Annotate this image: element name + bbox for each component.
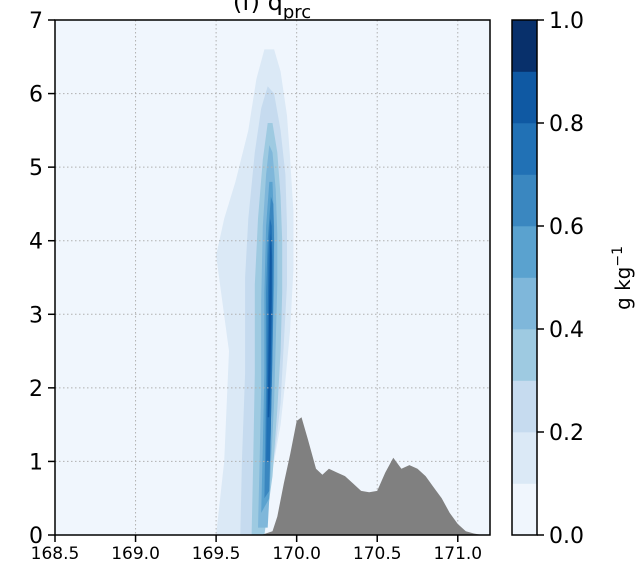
terrain-layer	[261, 417, 490, 535]
x-tick-label-5: 171.0	[433, 544, 482, 564]
colorbar-label-superscript: −1	[610, 246, 626, 267]
colorbar-segment-3	[512, 329, 537, 381]
plot-area	[54, 19, 491, 536]
colorbar-frame	[511, 19, 538, 536]
x-tick-label-1: 169.0	[111, 544, 160, 564]
colorbar-tick-label-5: 1.0	[549, 9, 584, 34]
colorbar-segment-1	[512, 432, 537, 484]
y-tick-label-7: 7	[29, 9, 43, 34]
colorbar-segment-8	[512, 71, 537, 124]
y-tick-label-3: 3	[29, 303, 43, 328]
colorbar-label: g kg−1	[610, 246, 635, 310]
contour-band-8	[267, 233, 272, 418]
chart-title-text: (f) q	[233, 0, 283, 16]
colorbar-tick-label-0: 0.0	[549, 524, 584, 549]
x-tick-label-3: 170.0	[272, 544, 321, 564]
chart-title: (f) qprc	[233, 0, 311, 23]
colorbar-label-text: g kg	[611, 267, 635, 310]
colorbar-segment-6	[512, 174, 537, 227]
y-tick-label-5: 5	[29, 156, 43, 181]
svg-text:(f) qprc: (f) qprc	[233, 0, 311, 23]
colorbar-segment-4	[512, 277, 537, 330]
colorbar-tick-label-3: 0.6	[549, 215, 584, 240]
colorbar-segment-9	[512, 20, 537, 72]
y-tick-label-2: 2	[29, 377, 43, 402]
y-tick-label-4: 4	[29, 230, 43, 255]
y-tick-label-1: 1	[29, 450, 43, 475]
colorbar-segment-7	[512, 123, 537, 175]
colorbar: 0.0 0.2 0.4 0.6 0.8 1.0	[511, 9, 584, 549]
y-tick-label-0: 0	[29, 524, 43, 549]
y-axis: 0 1 2 3 4 5 6 7	[29, 9, 55, 549]
x-tick-label-4: 170.5	[353, 544, 402, 564]
colorbar-tick-label-2: 0.4	[549, 318, 584, 343]
colorbar-segment-5	[512, 226, 537, 278]
colorbar-tick-label-1: 0.2	[549, 421, 584, 446]
colorbar-segment-2	[512, 380, 537, 433]
colorbar-segment-0	[512, 483, 537, 536]
x-tick-label-2: 169.5	[192, 544, 241, 564]
colorbar-tick-label-4: 0.8	[549, 112, 584, 137]
x-axis: 168.5 169.0 169.5 170.0 170.5 171.0	[31, 535, 482, 564]
contour-layer	[130, 23, 320, 535]
chart-title-subscript: prc	[283, 2, 311, 23]
y-tick-label-6: 6	[29, 83, 43, 108]
x-tick-label-0: 168.5	[31, 544, 80, 564]
terrain-area	[261, 417, 490, 535]
plot-frame	[54, 19, 491, 536]
